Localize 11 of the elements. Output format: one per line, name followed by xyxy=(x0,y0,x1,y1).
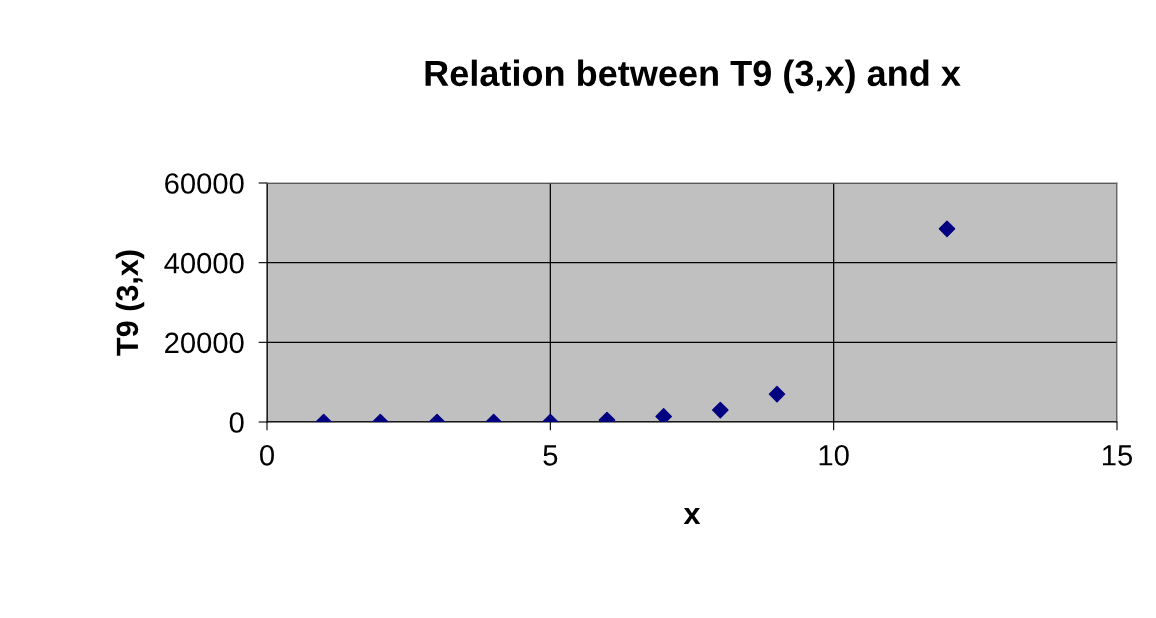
y-tick-label: 20000 xyxy=(165,332,244,354)
x-tick-label: 15 xyxy=(1103,445,1132,466)
y-axis-title: T9 (3,x) xyxy=(115,250,145,356)
x-tick-label: 0 xyxy=(260,444,274,466)
chart-title: Relation between T9 (3,x) and x xyxy=(425,59,961,94)
x-tick-label: 10 xyxy=(819,444,849,466)
y-tick-label: 60000 xyxy=(165,173,244,194)
y-tick-label: 0 xyxy=(229,412,244,433)
y-tick-label: 40000 xyxy=(164,252,244,274)
x-tick-label: 5 xyxy=(543,445,558,466)
x-axis-title: x xyxy=(683,507,701,525)
